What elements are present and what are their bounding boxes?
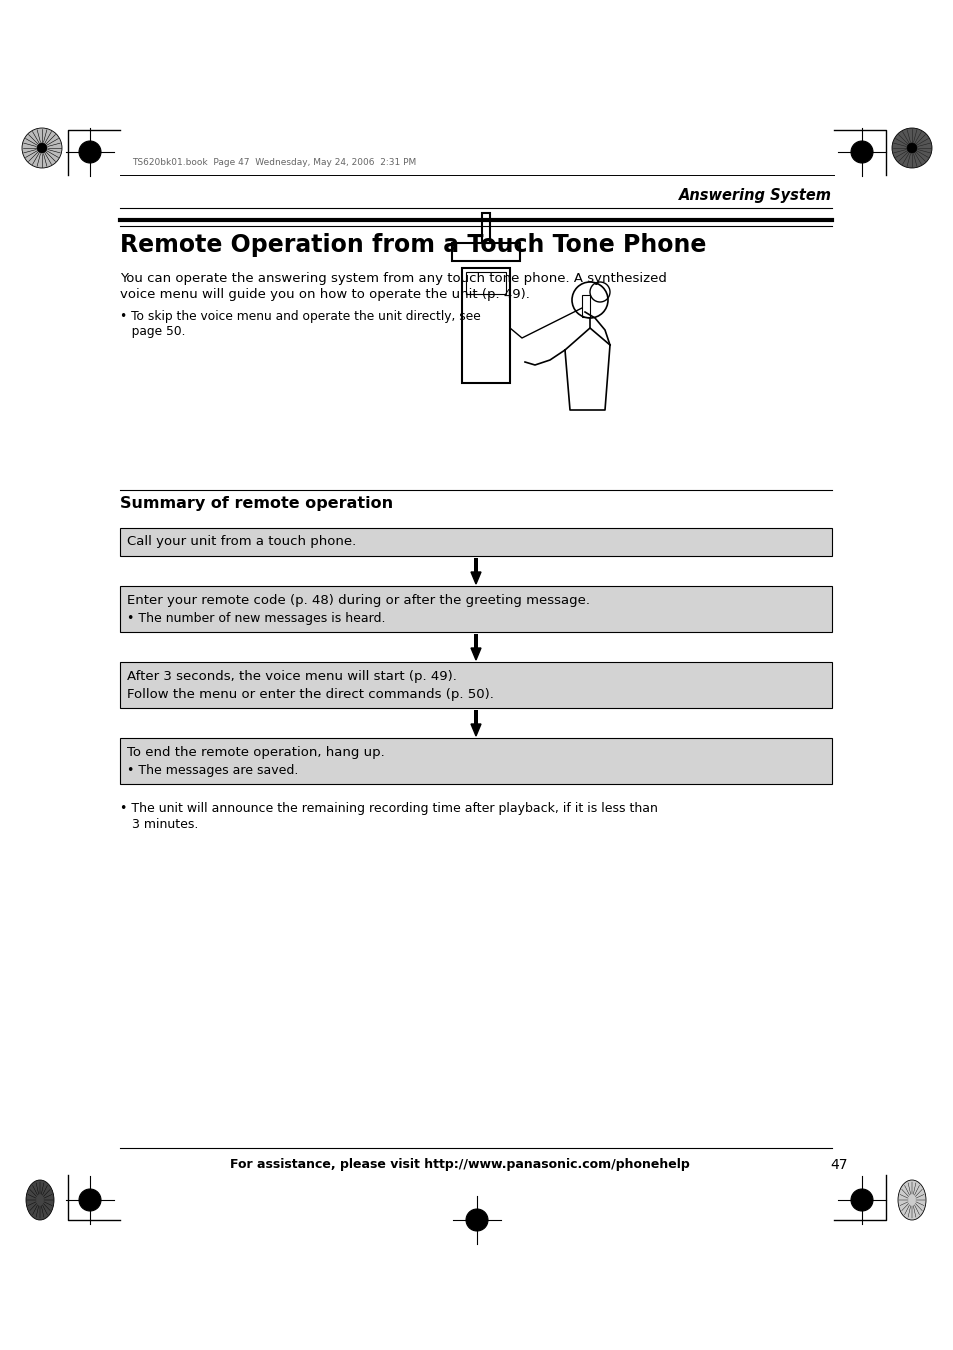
Bar bbox=[474, 634, 477, 648]
Bar bbox=[120, 528, 831, 556]
Text: • The unit will announce the remaining recording time after playback, if it is l: • The unit will announce the remaining r… bbox=[120, 802, 658, 815]
Circle shape bbox=[891, 128, 931, 167]
Bar bbox=[120, 662, 831, 707]
Text: 47: 47 bbox=[829, 1158, 846, 1172]
Text: Answering System: Answering System bbox=[679, 188, 831, 202]
Text: TS620bk01.book  Page 47  Wednesday, May 24, 2006  2:31 PM: TS620bk01.book Page 47 Wednesday, May 24… bbox=[132, 158, 416, 167]
Text: • The messages are saved.: • The messages are saved. bbox=[127, 764, 298, 778]
Circle shape bbox=[79, 140, 101, 163]
Circle shape bbox=[37, 143, 47, 153]
Polygon shape bbox=[471, 724, 480, 736]
Text: To end the remote operation, hang up.: To end the remote operation, hang up. bbox=[127, 747, 384, 759]
Text: Remote Operation from a Touch Tone Phone: Remote Operation from a Touch Tone Phone bbox=[120, 234, 705, 256]
Bar bbox=[474, 558, 477, 572]
Circle shape bbox=[906, 143, 916, 153]
Ellipse shape bbox=[26, 1180, 54, 1220]
Bar bbox=[461, 269, 510, 383]
Circle shape bbox=[850, 1189, 872, 1211]
Circle shape bbox=[850, 140, 872, 163]
Text: Summary of remote operation: Summary of remote operation bbox=[120, 495, 393, 512]
Text: page 50.: page 50. bbox=[120, 325, 185, 338]
Text: For assistance, please visit http://www.panasonic.com/phonehelp: For assistance, please visit http://www.… bbox=[230, 1158, 689, 1170]
Bar bbox=[120, 738, 831, 784]
Bar bbox=[581, 296, 589, 317]
Circle shape bbox=[465, 1210, 488, 1231]
Bar bbox=[481, 213, 490, 243]
Text: Follow the menu or enter the direct commands (p. 50).: Follow the menu or enter the direct comm… bbox=[127, 688, 494, 701]
Circle shape bbox=[22, 128, 62, 167]
Bar bbox=[474, 710, 477, 724]
Text: Enter your remote code (p. 48) during or after the greeting message.: Enter your remote code (p. 48) during or… bbox=[127, 594, 589, 608]
Text: 3 minutes.: 3 minutes. bbox=[120, 818, 198, 832]
Text: Call your unit from a touch phone.: Call your unit from a touch phone. bbox=[127, 536, 355, 548]
Bar bbox=[465, 271, 505, 294]
Polygon shape bbox=[471, 648, 480, 660]
Text: • The number of new messages is heard.: • The number of new messages is heard. bbox=[127, 612, 385, 625]
Text: After 3 seconds, the voice menu will start (p. 49).: After 3 seconds, the voice menu will sta… bbox=[127, 670, 456, 683]
Text: voice menu will guide you on how to operate the unit (p. 49).: voice menu will guide you on how to oper… bbox=[120, 288, 529, 301]
Text: You can operate the answering system from any touch tone phone. A synthesized: You can operate the answering system fro… bbox=[120, 271, 666, 285]
Polygon shape bbox=[471, 572, 480, 585]
Circle shape bbox=[79, 1189, 101, 1211]
Ellipse shape bbox=[897, 1180, 925, 1220]
Text: • To skip the voice menu and operate the unit directly, see: • To skip the voice menu and operate the… bbox=[120, 310, 480, 323]
Bar bbox=[452, 243, 519, 261]
Bar bbox=[120, 586, 831, 632]
